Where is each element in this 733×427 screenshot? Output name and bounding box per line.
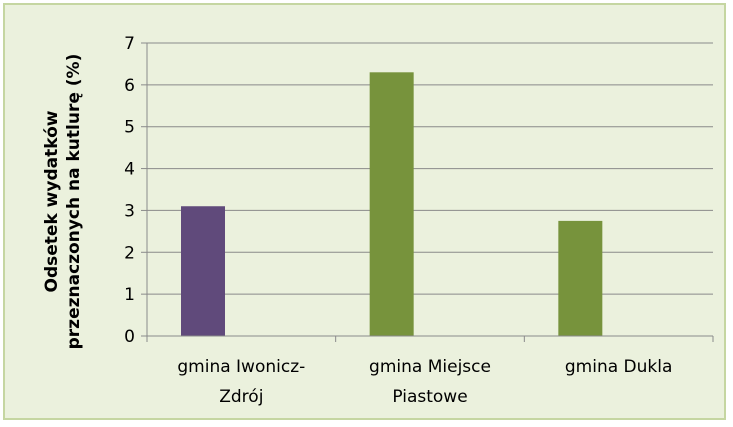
x-category-label: Zdrój [219, 387, 263, 407]
y-axis-title: Odsetek wydatków przeznaczonych na kutlur… [42, 54, 84, 350]
gridlines [147, 42, 713, 295]
chart-area: 0 1 2 3 4 5 6 7 gmina Iwonicz- Zdrój gmina Miejsc… [3, 3, 726, 420]
x-category-label: gmina Dukla [565, 357, 673, 377]
y-tick-labels: 0 1 2 3 4 5 6 7 [124, 34, 135, 347]
bar [558, 220, 603, 336]
bars [181, 72, 603, 337]
y-tick-label: 2 [124, 243, 135, 263]
y-tick-label: 5 [124, 118, 135, 138]
bar [181, 206, 225, 336]
y-axis-title-line: Odsetek wydatków [42, 110, 62, 292]
bar [369, 72, 414, 337]
x-category-labels: gmina Iwonicz- Zdrój gmina Miejsce Piastowe… [177, 357, 672, 407]
y-tick-label: 4 [124, 160, 135, 180]
x-category-label: gmina Iwonicz- [177, 357, 305, 377]
y-tick-label: 1 [124, 285, 135, 305]
x-category-label: gmina Miejsce [369, 357, 491, 377]
y-tick-label: 0 [124, 327, 135, 347]
y-axis-title-line: przeznaczonych na kutlurę (%) [64, 54, 84, 350]
axes [141, 42, 714, 342]
y-tick-label: 6 [124, 76, 135, 96]
y-tick-label: 3 [124, 201, 135, 221]
y-tick-label: 7 [124, 34, 135, 54]
x-category-label: Piastowe [392, 387, 467, 407]
bar-chart: 0 1 2 3 4 5 6 7 gmina Iwonicz- Zdrój gmina Miejsc… [42, 34, 714, 407]
